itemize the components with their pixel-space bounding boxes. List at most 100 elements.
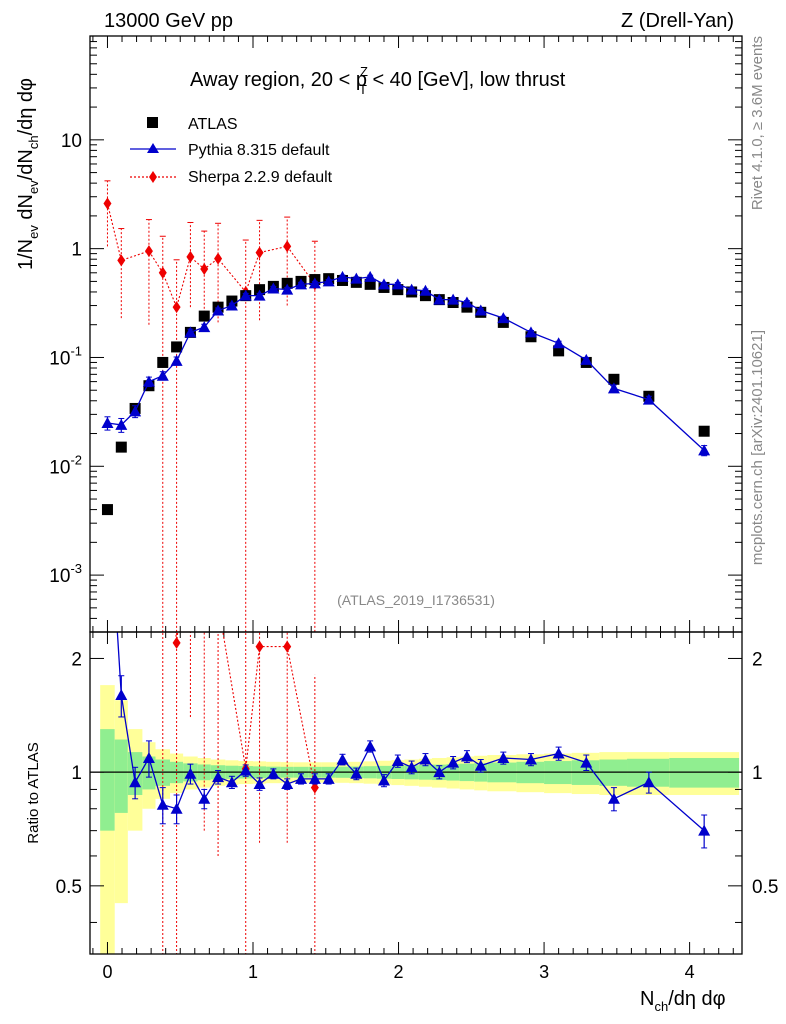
pythia-ratio-point	[405, 761, 418, 773]
sherpa-ratio-point	[255, 640, 264, 653]
pythia-ratio-point	[447, 756, 460, 768]
ratio-tick-label-right: 1	[752, 763, 763, 784]
pythia-point	[460, 296, 473, 308]
sherpa-ratio-point	[310, 781, 319, 794]
pythia-ratio-point	[350, 767, 363, 779]
y-tick-label: 10-1	[49, 343, 82, 369]
main-panel-series	[101, 180, 711, 632]
pythia-ratio-point	[460, 750, 473, 762]
pythia-point	[212, 304, 225, 316]
pythia-point	[281, 283, 294, 295]
pythia-ratio-point	[474, 759, 487, 771]
rivet-label: Rivet 4.1.0, ≥ 3.6M events	[749, 36, 766, 210]
pythia-point	[198, 321, 211, 333]
sherpa-point	[200, 263, 209, 276]
plot-title-rest: < 40 [GeV], low thrust	[367, 69, 566, 91]
pythia-ratio-point	[322, 772, 335, 784]
sherpa-point	[186, 250, 195, 263]
x-tick-label: 2	[394, 962, 404, 982]
pythia-point	[474, 304, 487, 316]
x-axis-label: Nch/dη dφ	[640, 988, 726, 1014]
y-axis-label-6: ch	[26, 135, 41, 149]
plot-title-sup: Z	[360, 64, 368, 79]
atlas-point	[115, 441, 127, 453]
pythia-ratio-point	[295, 772, 308, 784]
atlas-point	[198, 310, 210, 322]
analysis-label: (ATLAS_2019_I1736531)	[337, 592, 495, 608]
pythia-ratio-point	[308, 772, 321, 784]
ratio-plot-frame	[89, 631, 743, 955]
pythia-point	[698, 444, 711, 456]
pythia-point	[253, 289, 266, 301]
legend-atlas-label: ATLAS	[188, 116, 238, 133]
plot-title: Away region, 20 < pZ T < 40 [GeV], low th…	[190, 64, 566, 97]
pythia-point	[239, 289, 252, 301]
legend-sherpa-label: Sherpa 2.2.9 default	[188, 169, 333, 186]
ratio-tick-label-right: 0.5	[752, 877, 778, 898]
y-axis-label-7: /dη dφ	[15, 78, 37, 135]
pythia-ratio-point	[253, 778, 266, 790]
y-axis-label: 1/Nev dNev/dNch/dη dφ	[15, 78, 41, 270]
pythia-ratio-point	[433, 766, 446, 778]
pythia-ratio-point	[281, 778, 294, 790]
pythia-ratio-point	[364, 740, 377, 752]
process-label: Z (Drell-Yan)	[621, 10, 734, 32]
pythia-ratio-point	[142, 752, 155, 764]
y-axis-label-5: /dN	[15, 149, 37, 180]
legend-sherpa-marker	[149, 171, 157, 183]
pythia-point	[497, 312, 510, 324]
ratio-tick-label-left: 2	[71, 649, 82, 670]
y-tick-label: 10	[61, 131, 82, 152]
pythia-point	[170, 354, 183, 366]
sherpa-ratio-line	[175, 632, 316, 788]
pythia-point	[322, 275, 335, 287]
sherpa-point	[255, 246, 264, 259]
pythia-point	[308, 277, 321, 289]
pythia-point	[419, 284, 432, 296]
pythia-point	[391, 278, 404, 290]
pythia-ratio-point	[239, 764, 252, 776]
y-tick-label-base: 10	[49, 457, 70, 478]
x-axis-label-2: ch	[654, 999, 668, 1014]
x-axis-label-1: N	[640, 988, 654, 1010]
y-tick-label: 10-3	[49, 561, 82, 587]
y-axis-label-4: ev	[26, 180, 41, 194]
y-tick-label-base: 10	[49, 348, 70, 369]
sherpa-point	[283, 240, 292, 253]
atlas-point	[553, 345, 565, 357]
pythia-point	[433, 293, 446, 305]
pythia-ratio-point	[184, 767, 197, 779]
atlas-point	[698, 425, 710, 437]
y-tick-label: 1	[71, 240, 82, 261]
data-series	[101, 180, 711, 954]
pythia-point	[295, 278, 308, 290]
pythia-ratio-point	[170, 802, 183, 814]
x-tick-label: 4	[685, 962, 695, 982]
pythia-ratio-point	[115, 689, 128, 701]
y-axis-label-3: dN	[15, 194, 37, 225]
pythia-point	[184, 326, 197, 338]
pythia-point	[607, 382, 620, 394]
y-tick-label-exp: -1	[70, 343, 82, 358]
legend-pythia-marker	[147, 143, 159, 153]
pythia-ratio-point	[212, 771, 225, 783]
sherpa-point	[103, 197, 112, 210]
pythia-ratio-point	[336, 753, 349, 765]
y-tick-label: 10-2	[49, 452, 82, 478]
pythia-point	[642, 393, 655, 405]
sherpa-ratio-point	[172, 636, 181, 649]
pythia-point	[364, 270, 377, 282]
pythia-ratio-point	[129, 776, 142, 788]
pythia-point	[580, 353, 593, 365]
ratio-panel-series	[115, 632, 711, 954]
atlas-point	[364, 278, 376, 290]
pythia-ratio-point	[607, 792, 620, 804]
ratio-tick-label-right: 2	[752, 649, 763, 670]
atlas-point	[608, 373, 620, 385]
atlas-point	[101, 504, 113, 516]
pythia-ratio-point	[225, 776, 238, 788]
sherpa-point	[214, 252, 223, 265]
pythia-ratio-point	[580, 756, 593, 768]
